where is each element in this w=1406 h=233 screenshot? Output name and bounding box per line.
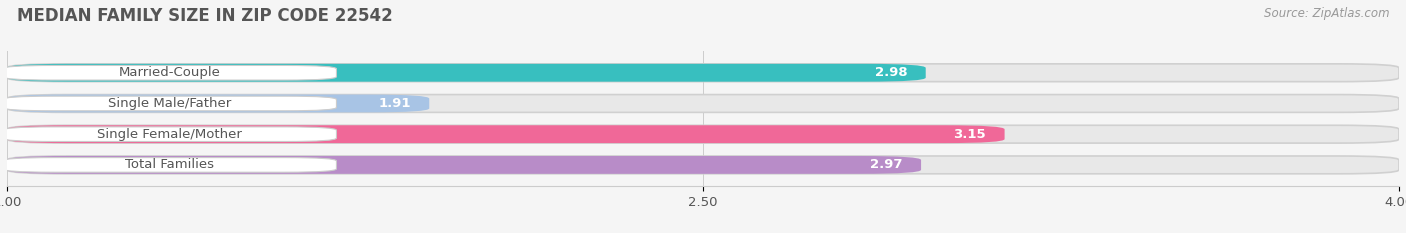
FancyBboxPatch shape [7, 64, 925, 82]
Text: Total Families: Total Families [125, 158, 214, 171]
Text: Source: ZipAtlas.com: Source: ZipAtlas.com [1264, 7, 1389, 20]
FancyBboxPatch shape [7, 125, 1004, 143]
FancyBboxPatch shape [3, 65, 336, 80]
Text: MEDIAN FAMILY SIZE IN ZIP CODE 22542: MEDIAN FAMILY SIZE IN ZIP CODE 22542 [17, 7, 392, 25]
Text: 2.98: 2.98 [875, 66, 907, 79]
Text: 2.97: 2.97 [870, 158, 903, 171]
Text: Single Female/Mother: Single Female/Mother [97, 128, 242, 141]
FancyBboxPatch shape [3, 158, 336, 172]
FancyBboxPatch shape [7, 156, 1399, 174]
FancyBboxPatch shape [3, 127, 336, 141]
FancyBboxPatch shape [3, 96, 336, 111]
Text: Married-Couple: Married-Couple [118, 66, 221, 79]
Text: 3.15: 3.15 [953, 128, 986, 141]
FancyBboxPatch shape [7, 95, 1399, 112]
FancyBboxPatch shape [7, 156, 921, 174]
FancyBboxPatch shape [7, 64, 1399, 82]
Text: 1.91: 1.91 [378, 97, 411, 110]
FancyBboxPatch shape [7, 95, 429, 112]
FancyBboxPatch shape [7, 125, 1399, 143]
Text: Single Male/Father: Single Male/Father [108, 97, 231, 110]
